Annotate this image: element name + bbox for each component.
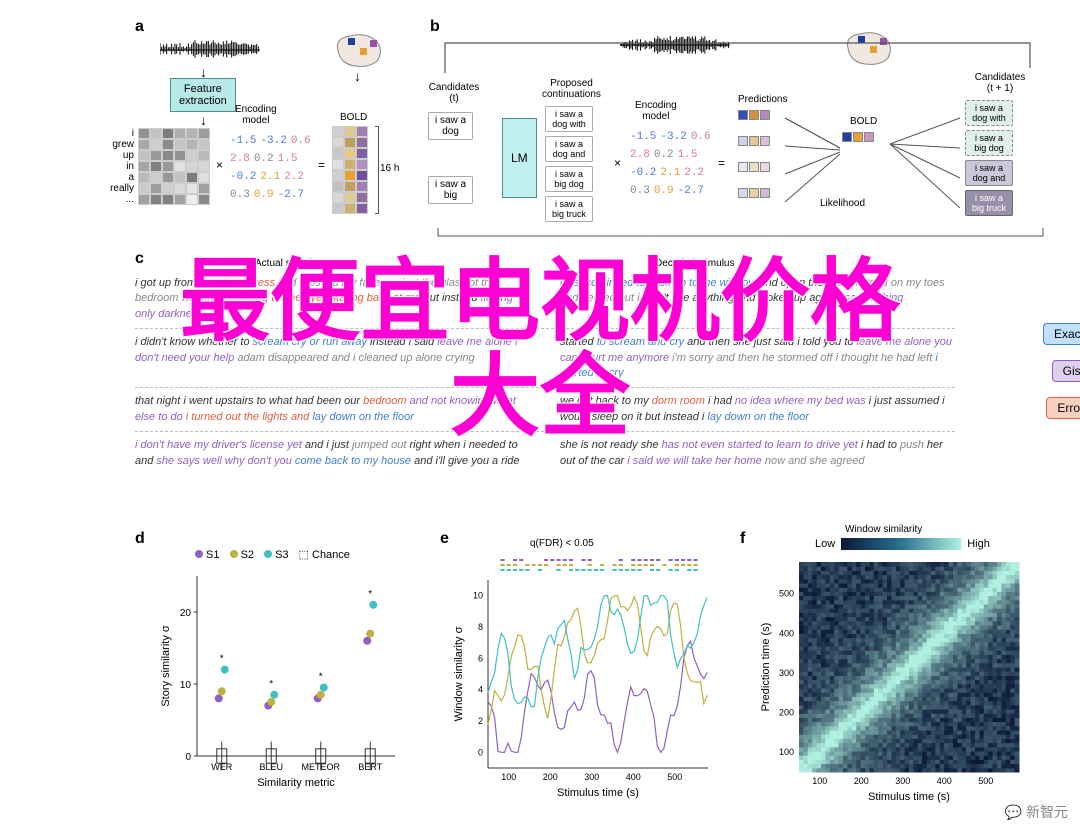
output-arrows bbox=[885, 114, 965, 224]
svg-text:100: 100 bbox=[501, 772, 516, 782]
panel-e: q(FDR) < 0.05 0 2 4 6 8 10 100 200 300 400 500 Wind… bbox=[450, 538, 730, 818]
svg-text:200: 200 bbox=[543, 772, 558, 782]
svg-text:2: 2 bbox=[478, 716, 483, 726]
svg-text:6: 6 bbox=[478, 653, 483, 663]
svg-text:10: 10 bbox=[180, 680, 192, 691]
panel-d-label: d bbox=[135, 530, 145, 548]
brain-icon bbox=[330, 30, 386, 70]
continuation-boxes: i saw a dog withi saw a dog andi saw a b… bbox=[545, 106, 593, 226]
svg-text:400: 400 bbox=[937, 776, 952, 786]
svg-text:20: 20 bbox=[180, 608, 192, 619]
watermark: 💬 新智元 bbox=[1005, 802, 1068, 822]
next-candidates: i saw a dog withi saw a big dogi saw a d… bbox=[965, 100, 1013, 220]
svg-text:10: 10 bbox=[473, 591, 483, 601]
svg-text:Story similarity σ: Story similarity σ bbox=[160, 625, 172, 707]
svg-text:*: * bbox=[269, 679, 273, 690]
svg-text:Prediction time (s): Prediction time (s) bbox=[760, 623, 772, 712]
legend-error: Error bbox=[1046, 397, 1080, 419]
proposed-title: Proposed continuations bbox=[542, 78, 601, 100]
svg-text:200: 200 bbox=[854, 776, 869, 786]
candidates-t1-label: Candidates (t + 1) bbox=[960, 72, 1040, 94]
svg-text:Stimulus time (s): Stimulus time (s) bbox=[557, 787, 639, 799]
decoded-stimulus-title: Decoded stimulus bbox=[655, 258, 734, 269]
panel-e-chart: 0 2 4 6 8 10 100 200 300 400 500 Window similarity … bbox=[450, 552, 720, 812]
svg-text:4: 4 bbox=[478, 685, 483, 695]
svg-text:Stimulus time (s): Stimulus time (s) bbox=[868, 791, 950, 803]
svg-text:Similarity metric: Similarity metric bbox=[257, 777, 335, 789]
panel-e-title: q(FDR) < 0.05 bbox=[530, 538, 594, 549]
lm-box: LM bbox=[502, 118, 537, 198]
likelihood-label: Likelihood bbox=[820, 198, 865, 209]
panel-c-label: c bbox=[135, 250, 144, 268]
svg-text:500: 500 bbox=[779, 589, 794, 599]
bold-label-b: BOLD bbox=[850, 116, 877, 127]
encoding-matrix: -1.5-3.20.62.80.21.5-0.22.12.20.30.9-2.7 bbox=[228, 130, 313, 202]
encoding-matrix-b: -1.5-3.20.62.80.21.5-0.22.12.20.30.9-2.7 bbox=[628, 126, 713, 198]
bold-label: BOLD bbox=[340, 112, 367, 123]
panel-f: Low High Window similarity 1001002002003… bbox=[755, 538, 1055, 818]
figure-container: a b c d e f ↓ ↓ Feature extraction ↓ igr… bbox=[0, 0, 1080, 830]
hours-label: 16 h bbox=[380, 163, 399, 174]
svg-text:300: 300 bbox=[895, 776, 910, 786]
svg-text:0: 0 bbox=[185, 752, 191, 763]
svg-text:*: * bbox=[220, 654, 224, 665]
svg-text:8: 8 bbox=[478, 622, 483, 632]
bold-matrix bbox=[332, 126, 368, 214]
svg-text:100: 100 bbox=[812, 776, 827, 786]
legend-exact: Exact bbox=[1043, 323, 1080, 345]
waveform-icon bbox=[160, 36, 260, 64]
panel-f-label: f bbox=[740, 530, 745, 548]
panel-d: S1 S2 S3⬚ Chance 01020WER*BLEU*METEOR*BE… bbox=[155, 548, 415, 808]
predictions-label: Predictions bbox=[738, 94, 787, 105]
legend-gist: Gist bbox=[1052, 360, 1080, 382]
actual-stimulus-title: Actual stimulus bbox=[255, 258, 322, 269]
svg-text:*: * bbox=[368, 589, 372, 600]
candidates-boxes: i saw a dogi saw a big bbox=[428, 112, 473, 240]
svg-text:0: 0 bbox=[478, 747, 483, 757]
bottom-arrow bbox=[428, 228, 1048, 242]
prediction-rows bbox=[738, 110, 770, 214]
svg-text:400: 400 bbox=[779, 628, 794, 638]
feature-extraction-box: Feature extraction bbox=[170, 78, 236, 112]
panel-a: ↓ ↓ Feature extraction ↓ igrewupinareall… bbox=[100, 28, 420, 238]
svg-text:100: 100 bbox=[779, 747, 794, 757]
svg-text:500: 500 bbox=[667, 772, 682, 782]
svg-text:300: 300 bbox=[779, 668, 794, 678]
svg-text:200: 200 bbox=[779, 708, 794, 718]
panel-f-colorbar: Low High bbox=[815, 538, 990, 550]
candidates-t-label: Candidates (t) bbox=[424, 82, 484, 104]
encoding-model-title: Encoding model bbox=[235, 104, 277, 126]
word-list: igrewupinareally... bbox=[102, 128, 134, 205]
gray-matrix bbox=[138, 128, 210, 205]
encoding-model-title-b: Encoding model bbox=[635, 100, 677, 122]
svg-text:300: 300 bbox=[584, 772, 599, 782]
svg-text:Window similarity σ: Window similarity σ bbox=[453, 626, 465, 721]
svg-text:400: 400 bbox=[626, 772, 641, 782]
panel-e-label: e bbox=[440, 530, 449, 548]
svg-text:500: 500 bbox=[978, 776, 993, 786]
panel-d-legend: S1 S2 S3⬚ Chance bbox=[195, 548, 358, 561]
panel-f-title: Window similarity bbox=[845, 524, 922, 535]
panel-d-chart: 01020WER*BLEU*METEOR*BERT*Story similari… bbox=[155, 566, 405, 806]
feedback-arrow bbox=[435, 33, 1045, 73]
panel-b: Candidates (t) i saw a dogi saw a big LM… bbox=[420, 28, 1060, 243]
svg-text:*: * bbox=[319, 672, 323, 683]
panel-f-heatmap: 100 100 200 200 300 300 400 400 500 500 Prediction… bbox=[755, 556, 1045, 816]
